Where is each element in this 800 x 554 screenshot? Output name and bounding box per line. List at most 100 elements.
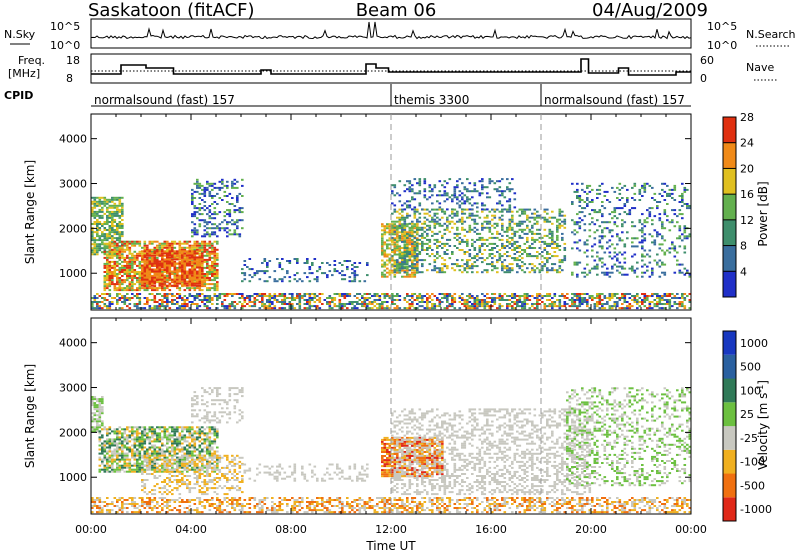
scatter-cell <box>521 249 524 251</box>
scatter-cell <box>216 287 219 290</box>
scatter-cell <box>413 247 417 249</box>
scatter-cell <box>106 266 109 269</box>
scatter-cell <box>108 225 112 227</box>
scatter-cell <box>216 307 219 310</box>
scatter-cell <box>681 297 684 299</box>
scatter-cell <box>398 255 402 258</box>
scatter-cell <box>461 222 464 225</box>
scatter-cell <box>96 293 99 295</box>
scatter-cell <box>331 274 334 277</box>
scatter-cell <box>656 231 659 234</box>
scatter-cell <box>498 297 502 299</box>
scatter-cell <box>663 211 667 214</box>
scatter-cell <box>418 251 422 253</box>
scatter-cell <box>123 303 127 305</box>
scatter-cell <box>171 258 174 261</box>
scatter-cell <box>186 260 189 263</box>
scatter-cell <box>366 297 369 299</box>
scatter-cell <box>508 267 512 270</box>
scatter-cell <box>111 216 114 219</box>
scatter-cell <box>203 246 207 249</box>
scatter-cell <box>511 238 514 241</box>
scatter-cell <box>143 278 147 281</box>
scatter-cell <box>118 208 122 211</box>
scatter-cell <box>196 233 199 236</box>
scatter-cell <box>131 271 134 273</box>
scatter-cell <box>156 262 159 265</box>
scatter-cell <box>123 269 127 271</box>
scatter-cell <box>438 208 442 211</box>
scatter-cell <box>228 303 232 305</box>
scatter-cell <box>243 305 247 308</box>
scatter-cell <box>318 293 322 295</box>
scatter-cell <box>586 273 589 276</box>
scatter-cell <box>283 297 287 299</box>
scatter-cell <box>533 271 537 274</box>
scatter-cell <box>538 295 542 297</box>
scatter-cell <box>156 256 159 259</box>
scatter-cell <box>143 266 147 269</box>
scatter-cell <box>536 305 539 308</box>
scatter-cell <box>181 283 184 286</box>
scatter-cell <box>513 259 517 262</box>
scatter-cell <box>621 307 624 310</box>
scatter-cell <box>201 213 204 216</box>
scatter-cell <box>293 258 297 260</box>
scatter-cell <box>648 301 652 303</box>
scatter-cell <box>531 216 534 219</box>
scatter-cell <box>203 209 207 212</box>
scatter-cell <box>521 295 524 297</box>
scatter-cell <box>178 270 182 273</box>
scatter-cell <box>471 297 474 299</box>
beam-title: Beam 06 <box>356 0 437 21</box>
scatter-cell <box>163 252 167 255</box>
scatter-cell <box>483 238 487 241</box>
scatter-cell <box>118 214 122 217</box>
scatter-cell <box>498 299 502 301</box>
scatter-cell <box>261 262 264 264</box>
scatter-cell <box>636 299 639 301</box>
scatter-cell <box>361 295 364 297</box>
scatter-cell <box>686 237 689 240</box>
scatter-cell <box>408 233 412 236</box>
scatter-cell <box>193 223 197 226</box>
scatter-cell <box>558 218 562 221</box>
scatter-cell <box>418 226 422 229</box>
scatter-cell <box>198 254 202 257</box>
scatter-cell <box>96 406 99 409</box>
scatter-cell <box>573 295 577 297</box>
scatter-cell <box>458 220 462 223</box>
scatter-cell <box>163 301 167 303</box>
scatter-cell <box>108 444 112 447</box>
scatter-cell <box>613 293 617 295</box>
scatter-cell <box>256 295 259 297</box>
scatter-cell <box>563 257 567 260</box>
scatter-cell <box>661 261 664 264</box>
scatter-cell <box>573 263 577 266</box>
scatter-cell <box>111 450 114 453</box>
scatter-cell <box>203 283 207 286</box>
scatter-cell <box>546 208 549 211</box>
scatter-cell <box>518 228 522 231</box>
scatter-cell <box>481 178 484 181</box>
scatter-cell <box>221 221 224 224</box>
scatter-cell <box>273 270 277 273</box>
scatter-cell <box>411 249 414 252</box>
scatter-cell <box>446 198 449 201</box>
scatter-cell <box>221 199 224 201</box>
scatter-cell <box>111 227 114 229</box>
scatter-cell <box>558 226 562 229</box>
scatter-cell <box>533 265 537 268</box>
scatter-cell <box>126 277 129 279</box>
scatter-cell <box>583 241 587 244</box>
scatter-cell <box>116 246 119 249</box>
scatter-cell <box>441 210 444 213</box>
scatter-cell <box>101 214 104 217</box>
scatter-cell <box>461 228 464 231</box>
scatter-cell <box>616 243 619 246</box>
scatter-cell <box>538 247 542 249</box>
scatter-cell <box>443 245 447 247</box>
scatter-cell <box>161 250 164 253</box>
scatter-cell <box>631 221 634 224</box>
scatter-cell <box>201 258 204 261</box>
